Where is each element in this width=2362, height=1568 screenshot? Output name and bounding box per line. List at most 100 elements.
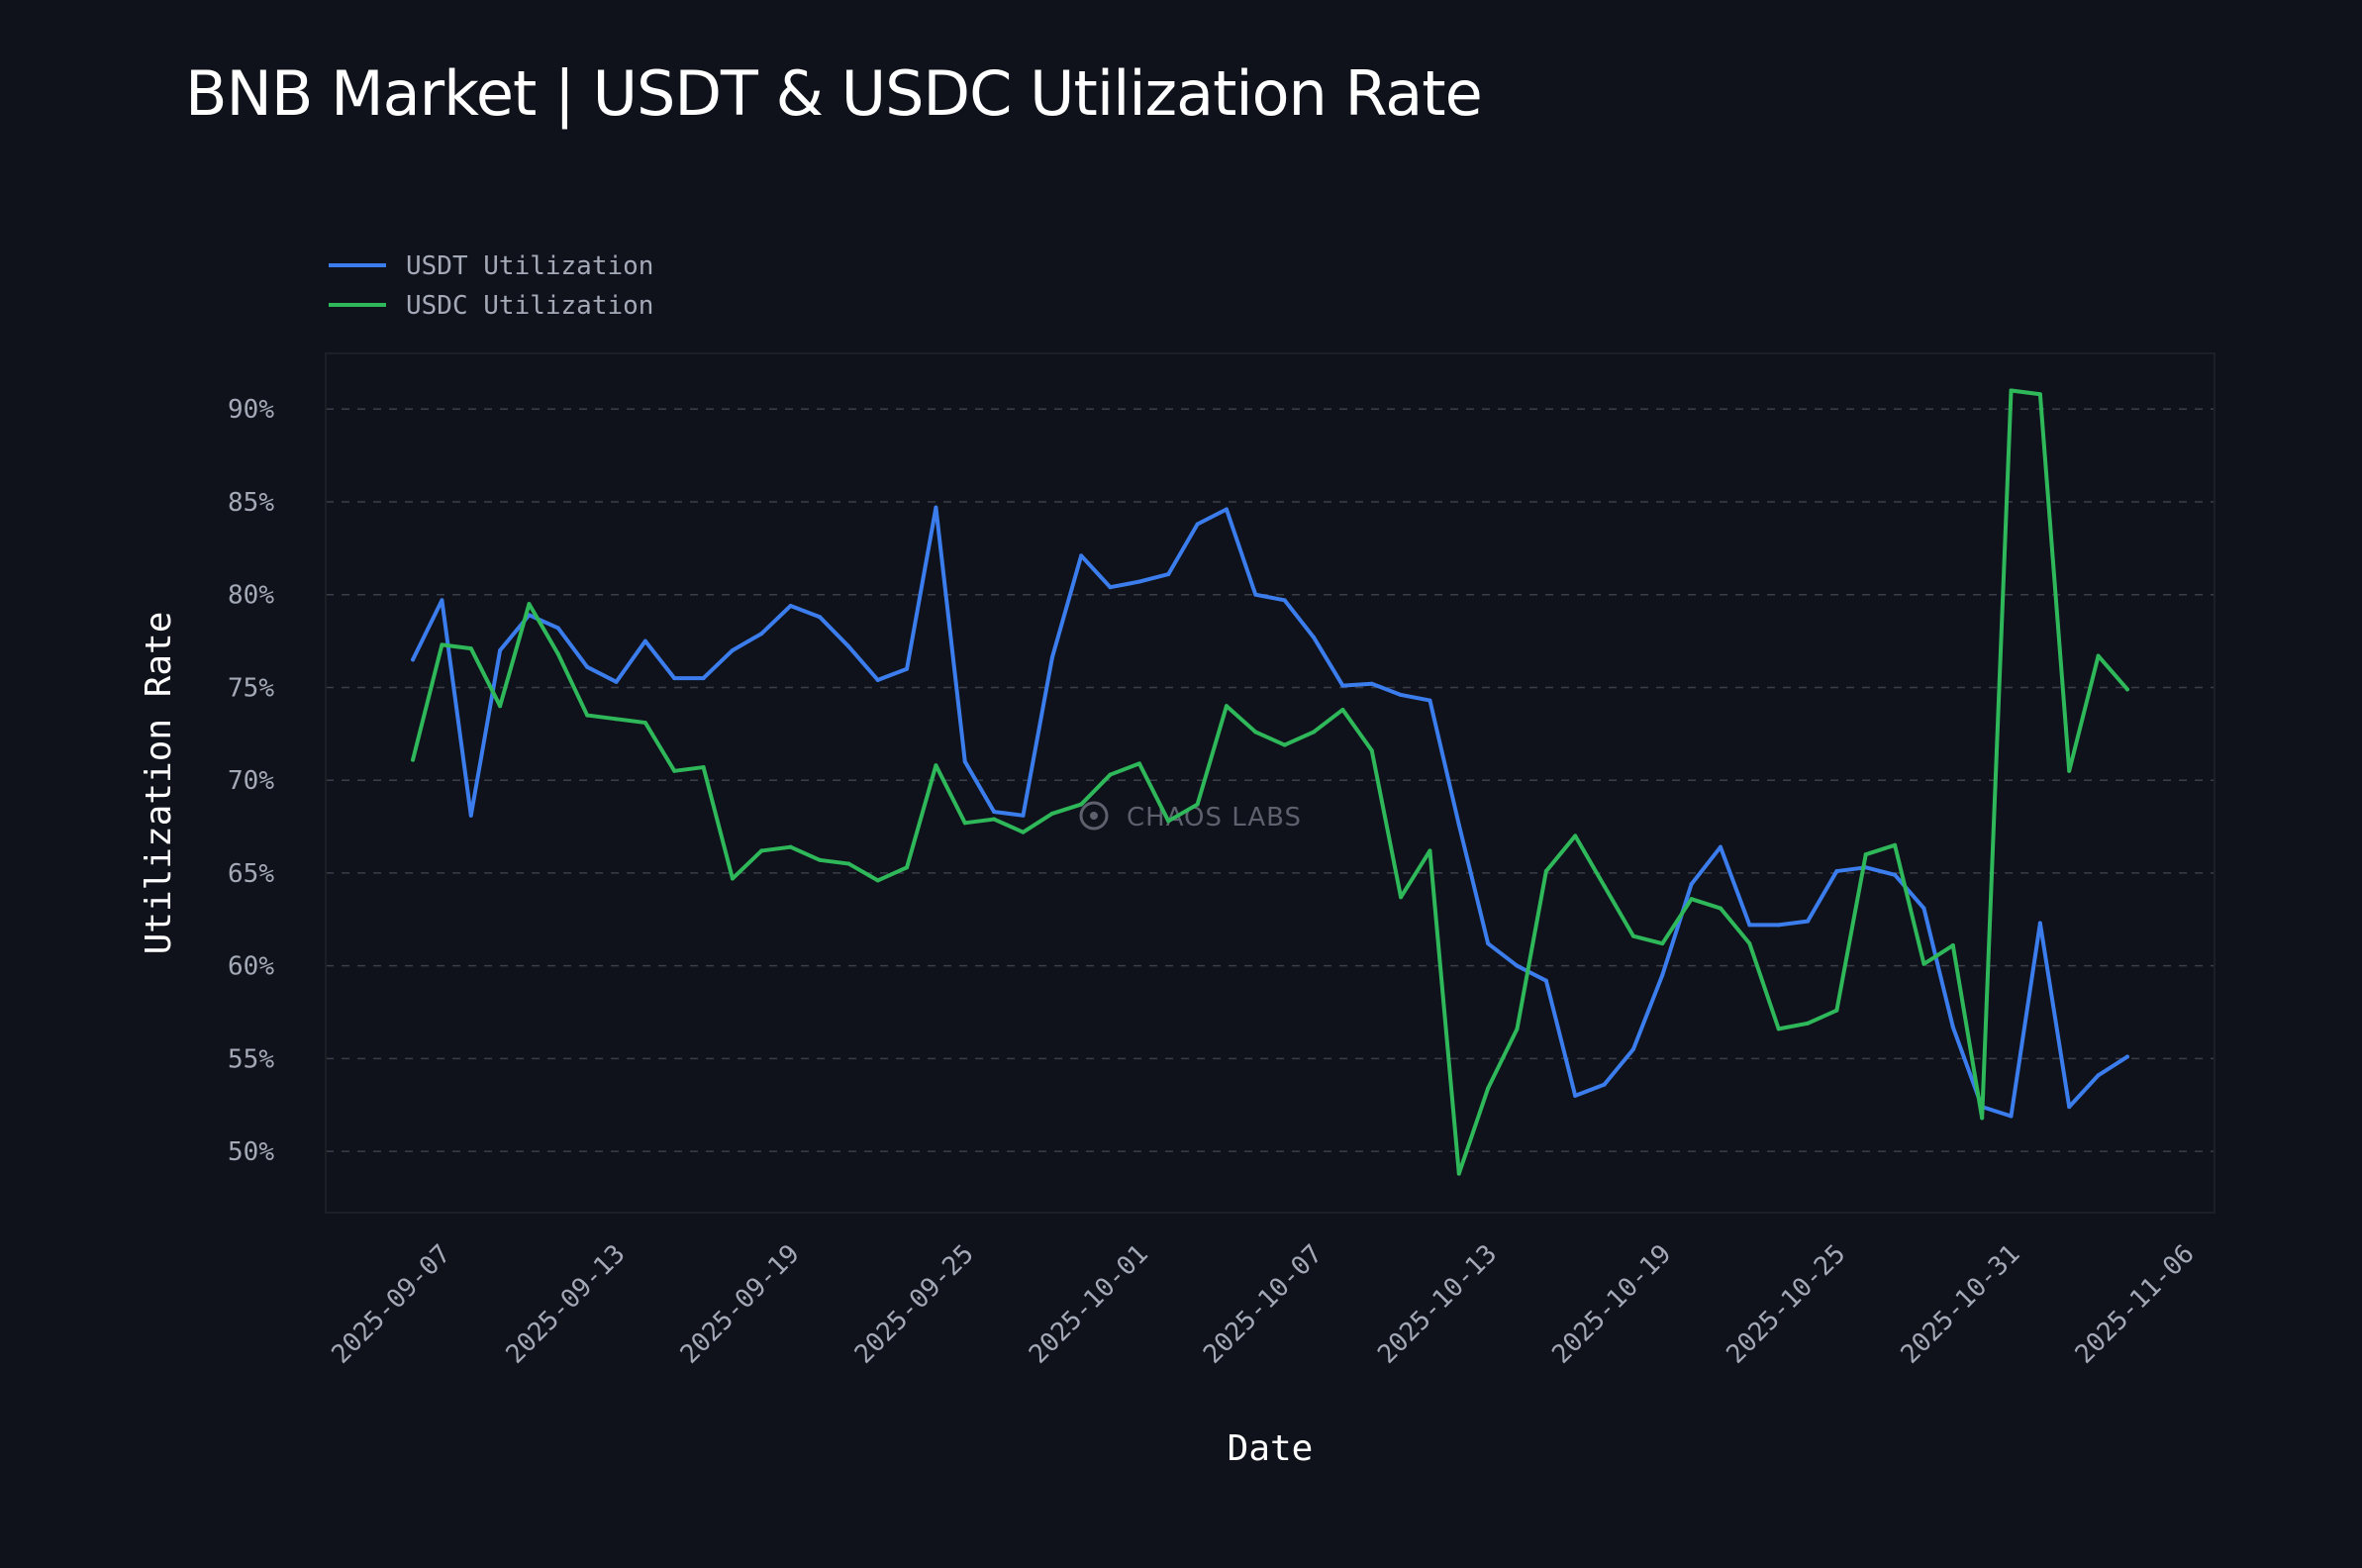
data-point bbox=[1399, 895, 1404, 900]
data-point bbox=[1282, 598, 1287, 603]
data-point bbox=[1689, 897, 1694, 902]
data-point bbox=[527, 602, 532, 607]
data-point bbox=[2037, 392, 2042, 397]
data-point bbox=[1776, 923, 1781, 928]
data-point bbox=[614, 717, 619, 722]
data-point bbox=[1660, 941, 1665, 946]
data-point bbox=[2009, 1114, 2014, 1119]
data-point bbox=[1921, 906, 1926, 911]
data-point bbox=[1515, 1027, 1520, 1031]
data-point bbox=[642, 721, 647, 726]
data-point bbox=[555, 626, 560, 631]
legend: USDT Utilization USDC Utilization bbox=[329, 251, 653, 321]
data-point bbox=[1021, 813, 1026, 818]
series-points-usdc bbox=[411, 388, 2129, 1176]
y-tick-label: 85% bbox=[228, 488, 274, 518]
data-point bbox=[1950, 1025, 1955, 1029]
data-point bbox=[1630, 1047, 1635, 1052]
data-point bbox=[905, 865, 910, 870]
data-point bbox=[730, 647, 735, 652]
data-point bbox=[2037, 921, 2042, 926]
y-tick-label: 60% bbox=[228, 952, 274, 982]
data-point bbox=[818, 615, 823, 620]
data-point bbox=[1049, 811, 1054, 816]
data-point bbox=[1340, 707, 1345, 712]
watermark-logo-dot bbox=[1090, 812, 1098, 820]
data-point bbox=[1399, 692, 1404, 697]
data-point bbox=[875, 878, 880, 883]
x-tick-label: 2025-11-06 bbox=[2070, 1239, 2201, 1370]
plot-area bbox=[326, 353, 2214, 1213]
legend-label-usdt: USDT Utilization bbox=[406, 251, 653, 281]
x-tick-label: 2025-10-07 bbox=[1198, 1239, 1329, 1370]
data-point bbox=[468, 646, 473, 651]
y-tick-label: 50% bbox=[228, 1137, 274, 1167]
data-point bbox=[672, 676, 677, 681]
plot-border bbox=[325, 352, 2215, 1214]
data-point bbox=[992, 817, 997, 822]
x-tick-label: 2025-10-31 bbox=[1896, 1239, 2026, 1370]
data-point bbox=[1195, 522, 1200, 527]
data-point bbox=[2067, 1105, 2072, 1110]
data-point bbox=[1980, 1116, 1985, 1121]
x-tick-label: 2025-09-13 bbox=[501, 1239, 632, 1370]
data-point bbox=[1312, 730, 1317, 735]
data-point bbox=[818, 857, 823, 862]
data-point bbox=[1108, 585, 1113, 590]
data-point bbox=[905, 666, 910, 671]
data-point bbox=[555, 651, 560, 656]
data-point bbox=[1718, 906, 1722, 911]
data-point bbox=[1893, 842, 1898, 847]
data-point bbox=[468, 813, 473, 818]
data-point bbox=[2096, 653, 2101, 658]
data-point bbox=[875, 677, 880, 682]
data-point bbox=[992, 810, 997, 815]
data-point bbox=[440, 598, 444, 603]
data-point bbox=[1806, 919, 1811, 924]
y-tick-label: 70% bbox=[228, 766, 274, 796]
x-tick-label: 2025-10-01 bbox=[1024, 1239, 1154, 1370]
data-point bbox=[498, 704, 503, 709]
data-point bbox=[1543, 978, 1548, 983]
data-point bbox=[642, 638, 647, 643]
data-point bbox=[1776, 1027, 1781, 1031]
data-point bbox=[1136, 761, 1141, 766]
x-axis: 2025-09-07 2025-09-13 2025-09-19 2025-09-25… bbox=[326, 1239, 2200, 1370]
data-point bbox=[1369, 681, 1374, 686]
data-point bbox=[2096, 1073, 2101, 1078]
y-tick-label: 80% bbox=[228, 581, 274, 611]
data-point bbox=[1427, 848, 1432, 853]
data-point bbox=[1224, 704, 1229, 709]
data-point bbox=[788, 844, 793, 849]
data-point bbox=[846, 861, 851, 866]
data-point bbox=[2124, 1054, 2129, 1059]
data-point bbox=[1166, 572, 1171, 577]
x-tick-label: 2025-09-07 bbox=[326, 1239, 456, 1370]
x-tick-label: 2025-10-19 bbox=[1546, 1239, 1677, 1370]
y-tick-label: 65% bbox=[228, 859, 274, 889]
x-axis-label: Date bbox=[1228, 1428, 1314, 1469]
data-point bbox=[1602, 1082, 1607, 1087]
data-point bbox=[1253, 592, 1258, 597]
x-tick-label: 2025-09-19 bbox=[675, 1239, 806, 1370]
data-point bbox=[1893, 872, 1898, 877]
data-point bbox=[1747, 923, 1752, 928]
data-point bbox=[1573, 1093, 1578, 1098]
data-point bbox=[846, 644, 851, 649]
watermark-text: CHAOS LABS bbox=[1127, 803, 1302, 833]
data-point bbox=[2067, 768, 2072, 773]
data-point bbox=[1079, 802, 1084, 807]
data-point bbox=[1543, 869, 1548, 874]
data-point bbox=[1747, 941, 1752, 946]
data-point bbox=[1136, 579, 1141, 584]
y-tick-label: 75% bbox=[228, 673, 274, 703]
data-point bbox=[1515, 963, 1520, 968]
data-point bbox=[1166, 819, 1171, 824]
data-point bbox=[1049, 655, 1054, 660]
data-point bbox=[701, 676, 706, 681]
data-point bbox=[962, 759, 967, 764]
data-point bbox=[701, 765, 706, 770]
data-point bbox=[672, 768, 677, 773]
y-tick-label: 55% bbox=[228, 1044, 274, 1074]
